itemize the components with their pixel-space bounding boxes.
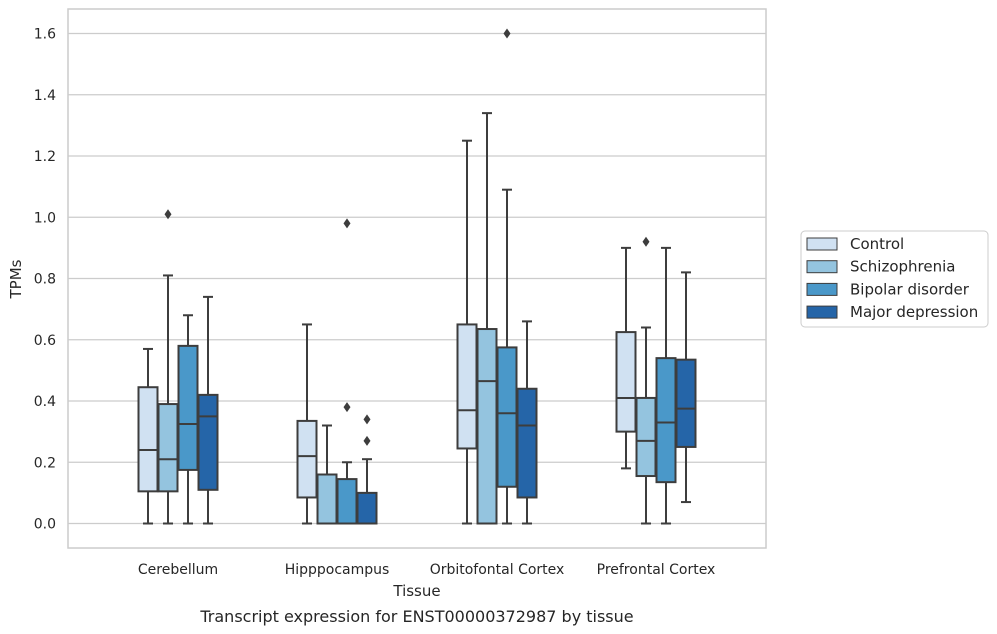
- legend-entry: Control: [850, 235, 904, 253]
- box-bipolar-disorder: [655, 246, 677, 525]
- y-tick-label: 1.0: [34, 210, 56, 226]
- legend-swatch: [806, 260, 838, 274]
- figure-caption: Transcript expression for ENST0000037298…: [199, 607, 633, 626]
- outlier-point: [343, 218, 351, 229]
- box-iqr: [137, 386, 159, 493]
- box-control: [456, 139, 478, 525]
- box-iqr: [197, 393, 219, 491]
- x-tick-label: Cerebellum: [138, 562, 218, 578]
- y-tick-label: 0.2: [34, 455, 56, 471]
- box-iqr: [655, 357, 677, 484]
- x-tick-label: Orbitofontal Cortex: [430, 562, 565, 578]
- y-tick-label: 0.4: [34, 394, 56, 410]
- box-iqr: [615, 331, 637, 433]
- box-major-depression: [516, 320, 538, 525]
- box-schizophrenia: [157, 209, 179, 525]
- x-axis-label: Tissue: [392, 582, 440, 600]
- outlier-point: [503, 28, 511, 39]
- y-tick-label: 0.6: [34, 333, 56, 349]
- box-major-depression: [675, 271, 697, 504]
- legend: Control Schizophrenia Bipolar disorder Majo…: [800, 230, 989, 328]
- box-control: [137, 347, 159, 525]
- y-axis-label: TPMs: [7, 259, 25, 299]
- outlier-point: [363, 435, 371, 446]
- box-schizophrenia: [635, 236, 657, 525]
- box-iqr: [456, 323, 478, 450]
- outlier-point: [164, 209, 172, 220]
- y-tick-label: 1.2: [34, 149, 56, 165]
- x-tick-label: Prefrontal Cortex: [597, 562, 716, 578]
- box-major-depression: [197, 295, 219, 525]
- box-iqr: [476, 328, 498, 525]
- y-tick-label: 1.6: [34, 27, 56, 43]
- y-axis-ticks: 0.0 0.2 0.4 0.6 0.8 1.0 1.2 1.4 1.6: [34, 27, 56, 533]
- y-tick-label: 1.4: [34, 88, 56, 104]
- box-iqr: [157, 403, 179, 493]
- legend-swatch: [806, 282, 838, 296]
- box-iqr: [675, 358, 697, 448]
- legend-entry: Schizophrenia: [850, 258, 955, 276]
- box-iqr: [336, 478, 358, 525]
- box-major-depression: [356, 414, 378, 525]
- y-tick-label: 0.8: [34, 272, 56, 288]
- legend-swatch: [806, 237, 838, 251]
- legend-frame: [800, 230, 989, 328]
- box-control: [296, 323, 318, 525]
- box-iqr: [516, 387, 538, 499]
- box-iqr: [316, 473, 338, 525]
- outlier-point: [343, 402, 351, 413]
- outlier-point: [642, 236, 650, 247]
- box-schizophrenia: [476, 112, 498, 525]
- box-iqr: [496, 346, 518, 488]
- legend-entry: Major depression: [850, 303, 978, 321]
- y-tick-label: 0.0: [34, 517, 56, 533]
- box-iqr: [356, 491, 378, 525]
- legend-entry: Bipolar disorder: [850, 280, 970, 298]
- box-iqr: [296, 419, 318, 499]
- box-iqr: [635, 396, 657, 478]
- x-tick-label: Hipppocampus: [285, 562, 390, 578]
- x-axis-ticks: Cerebellum Hipppocampus Orbitofontal Corte…: [138, 562, 715, 578]
- outlier-point: [363, 414, 371, 425]
- box-control: [615, 246, 637, 470]
- legend-swatch: [806, 305, 838, 319]
- box-iqr: [177, 344, 199, 471]
- box-group-layer: [137, 28, 697, 525]
